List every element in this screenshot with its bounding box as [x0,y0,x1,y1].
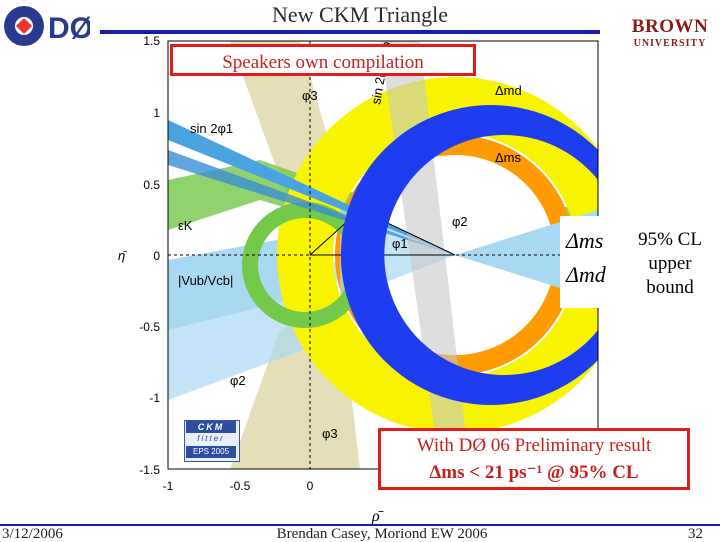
page-title: New CKM Triangle [271,2,448,27]
result-line1: With DØ 06 Preliminary result [416,435,652,456]
label-vub: |Vub/Vcb| [178,273,233,288]
legend-panel [560,216,720,308]
label-phi2-mid: φ2 [452,214,468,229]
ckmfitter-edition: EPS 2005 [186,446,236,458]
label-phi1: φ1 [392,236,408,251]
y-tick-0: 0 [153,249,160,263]
x-axis-ticks: -1 -0.5 0 [163,479,314,493]
y-tick-neg1: -1 [149,391,160,405]
dms-upper-bound-ring [340,105,598,405]
result-line2: Δms < 21 ps⁻¹ @ 95% CL [429,462,639,483]
x-tick-neg1: -1 [163,479,174,493]
x-tick-neg0.5: -0.5 [230,479,251,493]
footer-date: 3/12/2006 [2,526,63,542]
y-tick-0.5: 0.5 [143,178,160,192]
y-tick-1.5: 1.5 [143,34,160,48]
d0-logo: DØ [2,0,93,56]
y-tick-neg0.5: -0.5 [139,320,160,334]
y-axis-ticks: 1.5 1 0.5 0 -0.5 -1 -1.5 [139,34,160,477]
brown-logo-sub: UNIVERSITY [633,38,707,49]
y-tick-neg1.5: -1.5 [139,463,160,477]
label-phi3-top: φ3 [302,88,318,103]
result-box: With DØ 06 Preliminary result Δms < 21 p… [378,428,690,490]
legend-dms-label: Δms [566,228,604,253]
label-dmd: Δmd [495,83,522,98]
legend-dmd-label: Δmd [566,262,606,287]
footer-page-number: 32 [688,526,703,542]
y-axis-label: η̄ [118,248,127,263]
x-axis-label: ρ̄ [372,508,380,525]
legend-cl-line1: 95% CL [638,229,702,250]
label-epsk: εK [178,218,193,233]
y-tick-1: 1 [153,106,160,120]
brown-logo-word: BROWN [631,16,709,37]
legend-cl-text: 95% CL upper bound [620,228,720,300]
footer-author: Brendan Casey, Moriond EW 2006 [276,526,488,542]
legend-cl-line3: bound [646,277,694,298]
ckmfitter-fitter: fitter [197,434,225,443]
speakers-note-box: Speakers own compilation [170,44,476,76]
footer-divider [0,524,720,526]
label-phi3-bottom: φ3 [322,426,338,441]
legend-cl-line2: upper [648,253,692,274]
label-dms: Δms [495,150,522,165]
d0-logo-text: DØ [48,12,90,45]
x-tick-0: 0 [307,479,314,493]
label-sin2phi1: sin 2φ1 [190,121,233,136]
ckmfitter-name: CKM [186,421,236,433]
title-divider [100,30,600,34]
label-phi2-bottom: φ2 [230,373,246,388]
